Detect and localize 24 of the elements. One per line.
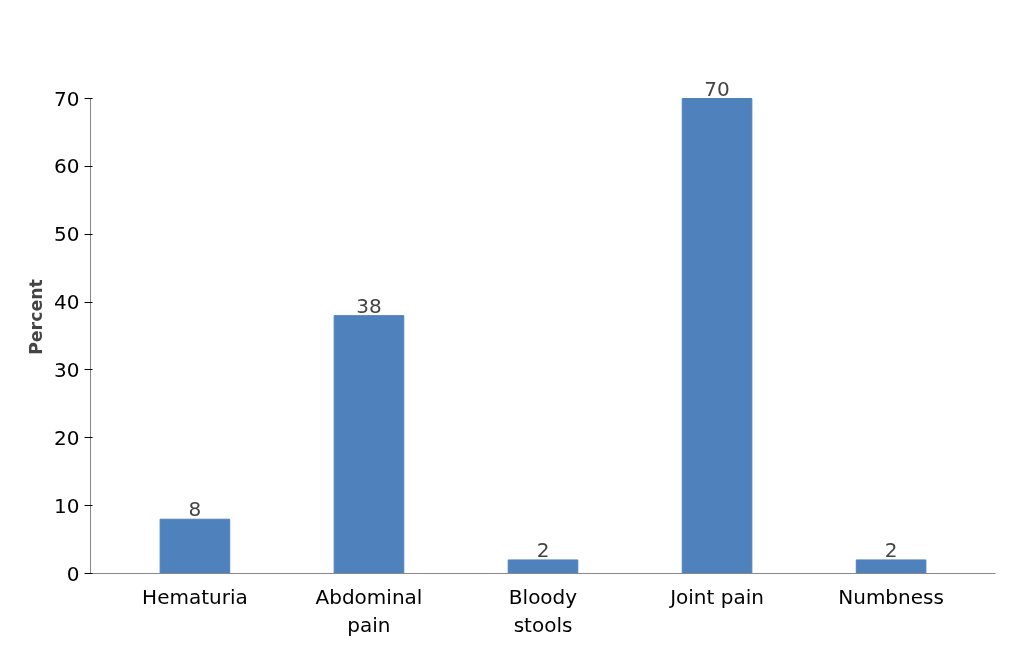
x-tick-label: Abdominal pain (315, 584, 423, 638)
y-tick-label: 50 (54, 222, 80, 247)
data-label: 70 (704, 76, 730, 101)
x-tick-label: Numbness (838, 584, 944, 609)
bar (507, 559, 579, 574)
y-tick-label: 60 (54, 154, 80, 179)
bar (159, 518, 231, 574)
bar (333, 315, 405, 574)
y-tick-label: 40 (54, 290, 80, 315)
x-tick-label: Hematuria (142, 584, 248, 609)
bar (681, 98, 753, 574)
y-axis-title: Percent (26, 279, 47, 355)
data-label: 2 (884, 537, 898, 562)
y-tick-label: 70 (54, 86, 80, 111)
data-label: 8 (188, 497, 202, 522)
y-tick-label: 20 (54, 425, 80, 450)
x-tick-label: Bloody stools (508, 584, 578, 638)
y-tick-label: 10 (54, 493, 80, 518)
y-tick-label: 30 (54, 357, 80, 382)
x-tick-label: Joint pain (668, 584, 764, 609)
data-label: 2 (536, 537, 550, 562)
data-label: 38 (356, 293, 382, 318)
bar (855, 559, 927, 574)
y-tick-label: 0 (66, 561, 80, 586)
